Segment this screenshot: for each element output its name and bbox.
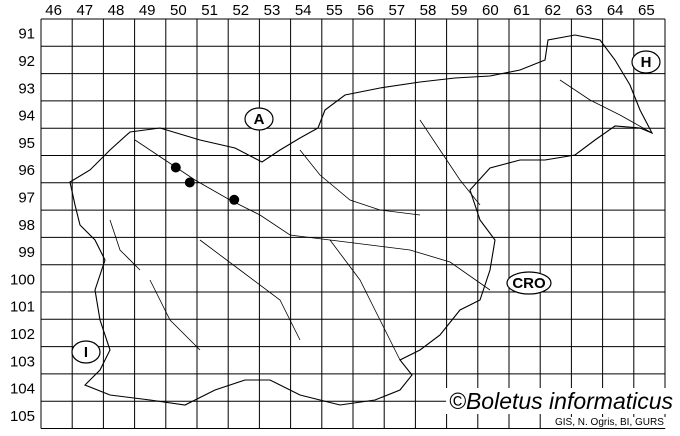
column-label: 62 bbox=[544, 2, 561, 19]
row-label: 97 bbox=[18, 189, 35, 206]
country-label-oval bbox=[631, 50, 661, 74]
column-label: 50 bbox=[170, 2, 187, 19]
column-label: 46 bbox=[45, 2, 62, 19]
river bbox=[109, 79, 653, 361]
country-label: CRO bbox=[512, 275, 546, 292]
column-label: 47 bbox=[76, 2, 93, 19]
grid bbox=[40, 18, 666, 429]
column-label: 51 bbox=[201, 2, 218, 19]
record-dots bbox=[170, 162, 240, 205]
row-label: 91 bbox=[18, 26, 35, 43]
country-label: H bbox=[641, 54, 652, 71]
row-label: 93 bbox=[18, 80, 35, 97]
column-label: 60 bbox=[482, 2, 499, 19]
row-label: 99 bbox=[18, 244, 35, 261]
row-label: 100 bbox=[10, 271, 35, 288]
column-label: 59 bbox=[451, 2, 468, 19]
row-label: 92 bbox=[18, 53, 35, 70]
column-label: 52 bbox=[232, 2, 249, 19]
column-label: 56 bbox=[357, 2, 374, 19]
column-label: 49 bbox=[139, 2, 156, 19]
record-dot bbox=[229, 194, 240, 205]
country-label: A bbox=[254, 111, 265, 128]
row-label: 104 bbox=[10, 381, 35, 398]
country-border bbox=[69, 34, 654, 406]
column-label: 65 bbox=[638, 2, 655, 19]
row-label: 105 bbox=[10, 408, 35, 425]
country-label: I bbox=[84, 344, 88, 361]
country-label-oval bbox=[71, 340, 101, 364]
column-label: 55 bbox=[326, 2, 343, 19]
column-label: 57 bbox=[388, 2, 405, 19]
country-label-oval bbox=[506, 271, 552, 295]
record-dot bbox=[170, 162, 181, 173]
column-labels: 46 47 48 49 50 51 52 53 54 55 56 57 58 59 60 61 62 63 64 65 bbox=[45, 2, 654, 19]
column-label: 61 bbox=[513, 2, 530, 19]
column-label: 63 bbox=[576, 2, 593, 19]
row-label: 103 bbox=[10, 353, 35, 370]
record-dot bbox=[184, 177, 195, 188]
row-label: 101 bbox=[10, 299, 35, 316]
copyright-credit: ©Boletus informaticus bbox=[446, 388, 677, 414]
row-label: 94 bbox=[18, 108, 35, 125]
column-label: 48 bbox=[108, 2, 125, 19]
row-label: 95 bbox=[18, 135, 35, 152]
row-labels: 91 92 93 94 95 96 97 98 99 100 101 102 103 104 105 bbox=[10, 26, 35, 425]
country-labels: A H CRO I bbox=[71, 50, 661, 364]
row-label: 102 bbox=[10, 326, 35, 343]
country-label-oval bbox=[244, 107, 274, 131]
column-label: 58 bbox=[420, 2, 437, 19]
row-label: 96 bbox=[18, 162, 35, 179]
column-label: 53 bbox=[264, 2, 281, 19]
data-source: GIS, N. Ogris, BI, GURS bbox=[553, 417, 666, 428]
column-label: 54 bbox=[295, 2, 312, 19]
row-label: 98 bbox=[18, 217, 35, 234]
column-label: 64 bbox=[607, 2, 624, 19]
